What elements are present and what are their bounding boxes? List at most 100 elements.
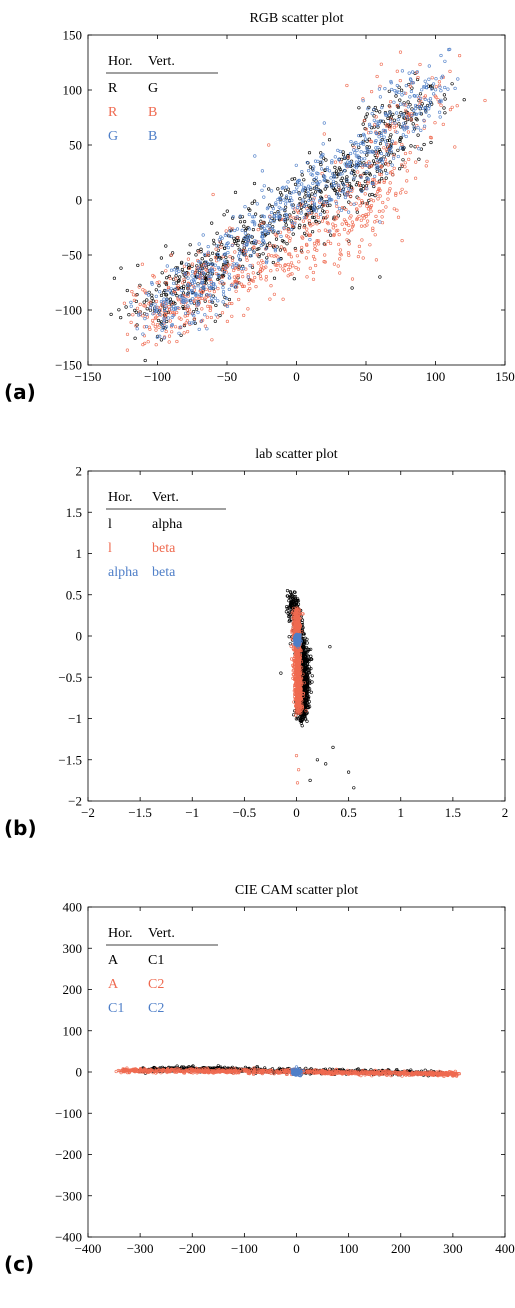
scatter-point (351, 221, 354, 224)
scatter-point (443, 107, 446, 110)
y-tick-label: 0 (76, 193, 83, 208)
y-tick-label: −50 (62, 248, 82, 263)
scatter-point (427, 99, 430, 102)
legend-header: Vert. (148, 54, 175, 69)
scatter-point (275, 217, 278, 220)
scatter-point (379, 85, 382, 88)
scatter-point (384, 169, 387, 172)
scatter-point (438, 111, 441, 114)
scatter-point (359, 204, 362, 207)
x-tick-label: 200 (391, 1241, 411, 1256)
scatter-point (272, 261, 275, 264)
scatter-point (376, 75, 379, 78)
scatter-point (348, 201, 351, 204)
legend-entry: G (108, 129, 118, 144)
scatter-point (212, 239, 215, 242)
scatter-point (342, 154, 345, 157)
scatter-point (442, 123, 445, 126)
scatter-point (289, 266, 292, 269)
scatter-point (337, 196, 340, 199)
scatter-point (214, 264, 217, 267)
scatter-point (217, 300, 220, 303)
scatter-point (120, 267, 123, 270)
scatter-point (396, 84, 399, 87)
y-tick-label: 2 (76, 464, 83, 479)
y-tick-label: −1.5 (58, 752, 82, 767)
scatter-point (233, 229, 236, 232)
scatter-point (313, 242, 316, 245)
scatter-point (289, 643, 292, 646)
scatter-point (341, 206, 344, 209)
scatter-point (277, 188, 280, 191)
scatter-point (304, 196, 307, 199)
scatter-point (431, 77, 434, 80)
scatter-point (137, 264, 140, 267)
scatter-point (227, 246, 230, 249)
scatter-point (396, 209, 399, 212)
x-tick-label: −100 (144, 369, 171, 384)
scatter-point (258, 241, 261, 244)
scatter-point (343, 228, 346, 231)
scatter-point (176, 340, 179, 343)
scatter-point (380, 152, 383, 155)
y-tick-label: −400 (55, 1230, 82, 1245)
y-tick-label: 0 (76, 629, 83, 644)
scatter-point (409, 151, 412, 154)
scatter-point (411, 71, 414, 74)
scatter-point (265, 275, 268, 278)
scatter-point (335, 170, 338, 173)
scatter-point (444, 112, 447, 115)
scatter-point (444, 60, 447, 63)
scatter-point (375, 259, 378, 262)
scatter-point (402, 159, 405, 162)
scatter-point (353, 149, 356, 152)
x-tick-label: 0 (293, 369, 300, 384)
scatter-point (244, 232, 247, 235)
scatter-point (198, 243, 201, 246)
scatter-point (370, 210, 373, 213)
legend-header: Vert. (152, 490, 179, 505)
scatter-point (155, 295, 158, 298)
scatter-point (365, 215, 368, 218)
scatter-point (251, 202, 254, 205)
scatter-point (315, 187, 318, 190)
scatter-point (414, 161, 417, 164)
scatter-point (259, 275, 262, 278)
scatter-point (252, 272, 255, 275)
scatter-point (354, 152, 357, 155)
scatter-point (260, 244, 263, 247)
scatter-point (373, 175, 376, 178)
scatter-point (360, 151, 363, 154)
scatter-point (319, 180, 322, 183)
x-tick-label: 400 (495, 1241, 515, 1256)
scatter-point (173, 268, 176, 271)
scatter-point (385, 177, 388, 180)
y-tick-label: −200 (55, 1147, 82, 1162)
scatter-point (245, 256, 248, 259)
scatter-point (254, 213, 257, 216)
scatter-point (439, 116, 442, 119)
scatter-point (384, 87, 387, 90)
scatter-point (296, 255, 299, 258)
scatter-point (222, 290, 225, 293)
scatter-point (175, 311, 178, 314)
scatter-point (397, 149, 400, 152)
scatter-point (337, 243, 340, 246)
legend-entry: beta (152, 541, 176, 556)
scatter-point (189, 244, 192, 247)
scatter-point (423, 143, 426, 146)
scatter-point (327, 240, 330, 243)
scatter-point (386, 172, 389, 175)
scatter-point (440, 89, 443, 92)
scatter-point (379, 169, 382, 172)
scatter-point (407, 158, 410, 161)
scatter-point (308, 219, 311, 222)
scatter-point (484, 99, 487, 102)
scatter-point (181, 289, 184, 292)
scatter-point (195, 254, 198, 257)
y-tick-label: 150 (63, 28, 83, 43)
scatter-point (292, 265, 295, 268)
